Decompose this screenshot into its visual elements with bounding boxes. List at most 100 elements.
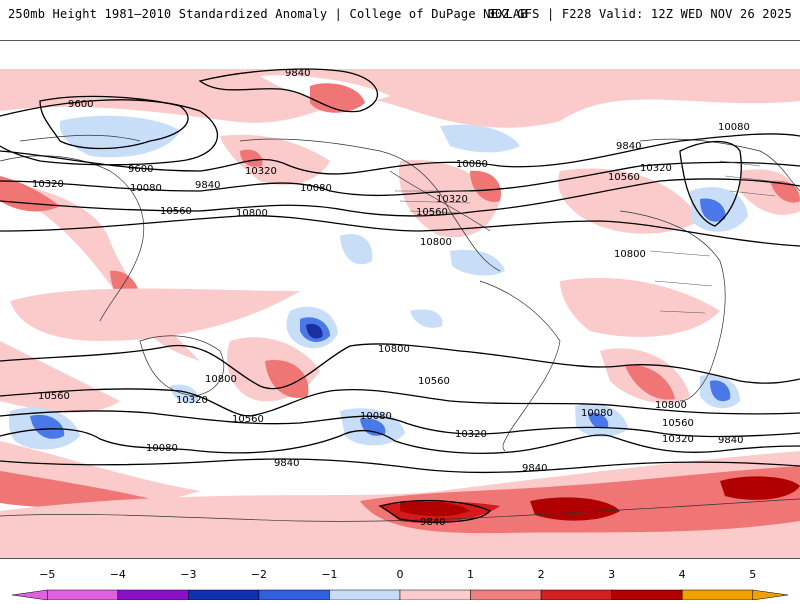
colorbar-tick-label: −3 (180, 568, 197, 581)
anomaly-neg-pacific-dot-halo (340, 233, 373, 265)
colorbar-segment (258, 589, 330, 601)
contour-label-10800-south-atlantic: 10800 (655, 400, 687, 411)
anomaly-pos-africa (560, 277, 720, 337)
contour-10800-belt (0, 215, 800, 247)
contour-label-9600-west: 9600 (68, 99, 93, 110)
coast-antarctica (0, 498, 800, 522)
contour-label-10800-south-pacific: 10800 (378, 344, 410, 355)
colorbar-segment (47, 589, 119, 601)
contour-10320-south (0, 410, 800, 438)
anomaly-neg-europe-mid (700, 198, 726, 222)
contour-9840-south (0, 458, 800, 474)
colorbar-tick-label: −5 (39, 568, 56, 581)
coast-north-america (239, 138, 501, 272)
contour-9600 (39, 95, 189, 150)
contour-label-9840-drake: 9840 (522, 463, 547, 474)
contour-10560-belt (0, 178, 800, 217)
colorbar-segment (399, 589, 471, 601)
anomaly-pos-tropics (10, 288, 300, 341)
anomaly-pos-atlantic (558, 168, 700, 234)
colorbar-segment (611, 589, 683, 601)
contour-label-10320-na: 10320 (436, 194, 468, 205)
anomaly-neg-atlantic-south-mid (588, 412, 609, 429)
model-run-info: 00Z GFS | F228 Valid: 12Z WED NOV 26 202… (487, 7, 792, 21)
anomaly-map[interactable]: 9840 9600 9600 10080 9840 10320 10320 10… (0, 40, 800, 559)
anomaly-neg-pacific-cutoff-core (306, 323, 323, 339)
colorbar: −5 −4 −3 −2 −1 0 1 2 3 4 5 (0, 568, 800, 601)
contour-label-10560-atlantic: 10560 (608, 172, 640, 183)
contour-label-layer: 9840 9600 9600 10080 9840 10320 10320 10… (32, 68, 750, 528)
contour-10320-belt (0, 161, 800, 197)
contour-label-10320-australia: 10320 (176, 395, 208, 406)
colorbar-segment (540, 589, 612, 601)
contour-label-10080-pacific: 10080 (300, 183, 332, 194)
colorbar-tick-label: 2 (537, 568, 545, 581)
anomaly-pos-southern-edge (0, 471, 160, 508)
coast-africa (619, 210, 726, 402)
contour-label-10080-na: 10080 (456, 159, 488, 170)
contour-10080-south (0, 428, 800, 454)
map-title: 250mb Height 1981–2010 Standardized Anom… (8, 7, 528, 21)
contour-label-10080-asia: 10080 (130, 183, 162, 194)
anomaly-pos-us-east (470, 170, 501, 202)
contour-label-10800-na: 10800 (420, 237, 452, 248)
contour-label-9840-north: 9840 (285, 68, 310, 79)
contour-label-9840-asia: 9840 (195, 180, 220, 191)
contour-label-10320-atlantic: 10320 (640, 163, 672, 174)
contour-label-10560-asia: 10560 (160, 206, 192, 217)
coastlines (0, 134, 800, 522)
colorbar-tick-label: 1 (467, 568, 475, 581)
contour-label-10800-asia: 10800 (236, 208, 268, 219)
anomaly-pos-antarctic-west (400, 501, 470, 517)
colorbar-tick-label: −4 (109, 568, 126, 581)
anomaly-pos-bering (240, 149, 263, 167)
anomaly-neg-africa-mid (710, 380, 731, 402)
contour-label-9840-atlantic: 9840 (616, 141, 641, 152)
anomaly-neg-south-pacific-2 (410, 309, 443, 328)
contour-label-10320-south-atlantic: 10320 (662, 434, 694, 445)
anomaly-neg-caribbean (450, 249, 505, 276)
anomaly-pos-south-atlantic-dark (625, 365, 675, 400)
colorbar-segment (470, 589, 542, 601)
map-svg: 9840 9600 9600 10080 9840 10320 10320 10… (0, 68, 800, 558)
anomaly-neg-indian-mid (30, 414, 65, 439)
colorbar-tick-label: 5 (749, 568, 757, 581)
colorbar-segment (117, 589, 189, 601)
anomaly-pos-antarctic-east (720, 476, 800, 500)
contour-label-10080-indian-south: 10080 (146, 443, 178, 454)
contour-9840-north (198, 68, 379, 113)
anomaly-pos-na-canada (220, 134, 330, 185)
contour-label-10560-tasman: 10560 (232, 414, 264, 425)
colorbar-tick-label: 0 (396, 568, 404, 581)
anomaly-pos-antarctic-max (530, 497, 620, 521)
colorbar-arrow-right (752, 589, 789, 601)
contour-9840-antarctic (378, 499, 492, 523)
contour-label-10320-west: 10320 (32, 179, 64, 190)
coast-australia (139, 335, 225, 397)
contour-label-10800-australia: 10800 (205, 374, 237, 385)
contour-label-10560-indian: 10560 (38, 391, 70, 402)
anomaly-pos-arctic (0, 69, 800, 128)
border-africa (649, 250, 713, 314)
border-us-canada (395, 190, 471, 214)
contour-10560-south (0, 388, 800, 417)
contour-label-10560-na: 10560 (416, 207, 448, 218)
contour-9840-asia (0, 99, 218, 166)
contour-label-10080-europe: 10080 (718, 122, 750, 133)
colorbar-segment (188, 589, 260, 601)
contour-label-9840-antarctic: 9840 (420, 517, 445, 528)
colorbar-segments (11, 589, 789, 601)
anomaly-neg-canada (440, 124, 520, 153)
coast-asia (0, 134, 144, 322)
contour-label-9840-south-east: 9840 (718, 435, 743, 446)
anomaly-neg-siberia (59, 115, 180, 158)
colorbar-segment (681, 589, 753, 601)
contour-europe-trough (679, 140, 742, 227)
contour-label-9600-pacific: 9600 (128, 164, 153, 175)
anomaly-pos-south-pacific-dark (265, 360, 309, 398)
border-europe (719, 160, 776, 197)
colorbar-tick-label: −2 (250, 568, 268, 581)
anomaly-pos-europe-dark (770, 180, 800, 203)
colorbar-segment (329, 589, 401, 601)
header: 250mb Height 1981–2010 Standardized Anom… (0, 0, 800, 30)
